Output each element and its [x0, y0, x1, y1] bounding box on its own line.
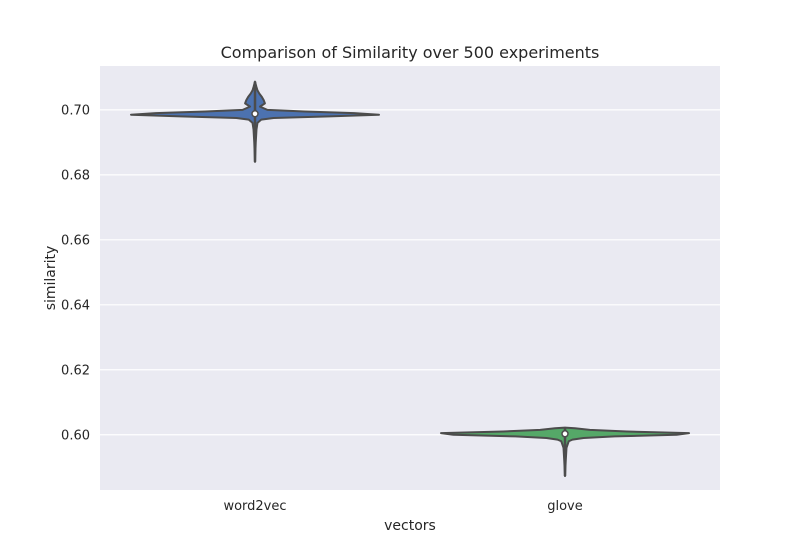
y-tick-labels: 0.60 0.62 0.64 0.66 0.68 0.70 — [61, 103, 90, 443]
violin-median-dot — [561, 430, 569, 438]
x-axis-label: vectors — [384, 518, 436, 534]
violin-median-dot — [251, 110, 259, 118]
y-tick-label: 0.64 — [61, 298, 90, 313]
x-tick-label: word2vec — [223, 499, 286, 514]
chart-title: Comparison of Similarity over 500 experi… — [221, 43, 600, 62]
violin-word2vec — [130, 80, 380, 163]
x-tick-label: glove — [547, 499, 583, 514]
y-axis-label: similarity — [43, 246, 59, 311]
violins — [130, 80, 690, 478]
y-tick-label: 0.70 — [61, 103, 90, 118]
violin-glove — [440, 426, 690, 478]
y-tick-label: 0.62 — [61, 363, 90, 378]
y-tick-label: 0.66 — [61, 233, 90, 248]
x-tick-labels: word2vec glove — [223, 499, 582, 514]
y-tick-label: 0.60 — [61, 428, 90, 443]
plot-background — [100, 66, 720, 490]
y-tick-label: 0.68 — [61, 168, 90, 183]
